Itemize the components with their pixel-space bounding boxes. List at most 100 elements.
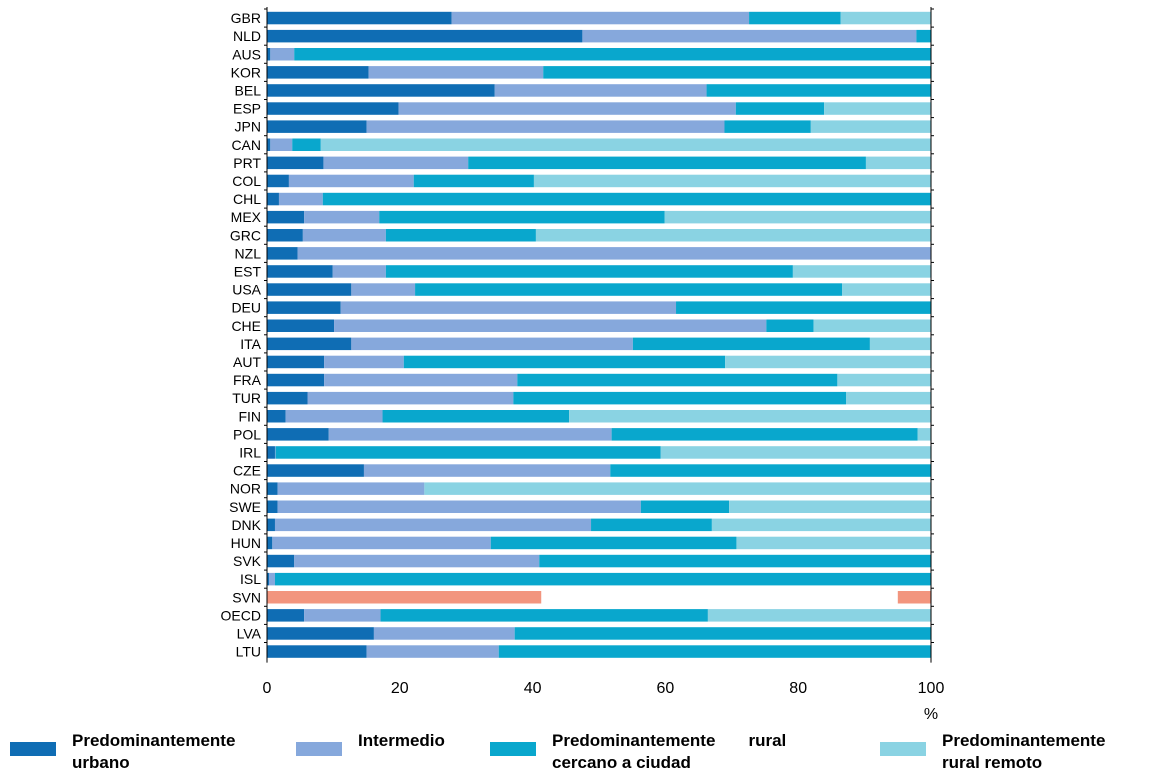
bar-aus-series-1 (270, 48, 295, 61)
legend-label-rural-remoto: Predominantemente rural remoto (942, 731, 1106, 772)
bar-fin-series-2 (382, 410, 570, 423)
bar-lva-series-0 (267, 627, 374, 640)
legend-item-intermedio: Intermedio (296, 730, 445, 756)
bar-isl-series-1 (268, 572, 275, 586)
bar-chl-series-0 (267, 192, 279, 206)
bar-est-series-2 (385, 265, 793, 278)
category-label-usa: USA (232, 282, 261, 298)
bar-esp-series-1 (398, 102, 736, 115)
bar-jpn-series-0 (267, 120, 367, 133)
bar-gbr-series-1 (451, 11, 750, 25)
category-label-deu: DEU (231, 300, 261, 316)
bar-fra-series-2 (517, 373, 838, 387)
bar-usa-series-2 (415, 283, 843, 296)
bar-gbr-series-3 (840, 11, 931, 25)
bar-col-series-1 (288, 174, 414, 188)
category-label-esp: ESP (233, 101, 261, 117)
bar-fra-series-3 (837, 373, 931, 387)
legend-swatch-rural-cercano (490, 742, 536, 756)
bar-jpn-series-2 (724, 120, 811, 133)
category-label-nzl: NZL (235, 245, 262, 261)
bar-esp-series-2 (735, 102, 825, 115)
legend-item-rural-cercano: Predominantemente rural cercano a ciudad (490, 730, 786, 774)
bar-aut-series-0 (267, 355, 325, 369)
bar-tur-series-1 (307, 391, 514, 405)
category-label-mex: MEX (231, 209, 262, 225)
category-label-cze: CZE (233, 463, 261, 479)
bar-ita-series-1 (351, 337, 633, 351)
bar-aus-series-0 (267, 48, 271, 61)
bar-nld-series-1 (582, 29, 917, 43)
bar-che-series-0 (267, 319, 335, 332)
bar-dnk-series-1 (274, 518, 592, 532)
bar-grc-series-2 (385, 229, 536, 242)
bar-ita-series-0 (267, 337, 352, 351)
bar-jpn-series-3 (810, 120, 931, 133)
category-label-est: EST (234, 263, 262, 279)
bar-irl-series-3 (660, 446, 931, 459)
category-label-grc: GRC (230, 227, 261, 243)
legend-label-urbano: Predominantemente urbano (72, 731, 236, 772)
stacked-bar-chart: GBR NLD AUS KOR BEL ESP JPN CAN PRT COL CHL MEX GRC N… (221, 7, 944, 723)
bar-deu-series-1 (340, 301, 677, 314)
bar-isl-series-2 (274, 572, 931, 586)
legend-swatch-rural-remoto (880, 742, 926, 756)
bar-esp-series-0 (267, 102, 399, 115)
bar-svn-highlight-0 (267, 591, 542, 604)
bar-oecd-series-2 (380, 609, 708, 622)
x-axis-label: % (924, 706, 938, 723)
bar-kor-series-0 (267, 66, 369, 79)
category-label-aut: AUT (233, 354, 261, 370)
bar-isl-series-0 (267, 572, 269, 586)
category-label-swe: SWE (229, 499, 261, 515)
category-label-lva: LVA (237, 625, 262, 641)
bar-fin-series-0 (267, 410, 286, 423)
category-label-bel: BEL (235, 82, 262, 98)
bar-swe-series-2 (640, 500, 730, 513)
bar-kor-series-2 (543, 66, 931, 79)
bar-cze-series-2 (610, 464, 931, 477)
bar-svk-series-2 (539, 554, 931, 568)
bar-dnk-series-2 (591, 518, 712, 532)
bar-prt-series-3 (865, 156, 931, 170)
bar-gbr-series-0 (267, 11, 452, 25)
bar-che-series-2 (766, 319, 814, 332)
bar-est-series-1 (332, 265, 386, 278)
bar-bel-series-2 (706, 84, 931, 97)
bar-che-series-3 (813, 319, 931, 332)
bar-svn-highlight-1 (897, 591, 931, 604)
bar-swe-series-3 (729, 500, 931, 513)
bar-nor-series-0 (267, 482, 278, 495)
bar-col-series-3 (533, 174, 931, 188)
bar-grc-series-0 (267, 229, 303, 242)
bar-dnk-series-0 (267, 518, 275, 532)
x-tick-label-0: 0 (263, 680, 272, 697)
category-label-che: CHE (231, 318, 261, 334)
bar-swe-series-1 (277, 500, 641, 513)
bar-can-series-2 (292, 138, 321, 151)
bar-tur-series-3 (846, 391, 931, 405)
bar-can-series-1 (270, 138, 293, 151)
bar-bel-series-0 (267, 84, 495, 97)
bar-pol-series-1 (328, 428, 612, 441)
bar-nor-series-1 (277, 482, 425, 495)
bar-mex-series-2 (379, 210, 665, 224)
bar-pol-series-3 (917, 428, 931, 441)
bar-tur-series-2 (513, 391, 847, 405)
legend-label-rural-cercano: Predominantemente rural cercano a ciudad (552, 731, 787, 772)
category-label-pol: POL (233, 426, 261, 442)
bar-fra-series-1 (324, 373, 518, 387)
bar-mex-series-0 (267, 210, 305, 224)
x-tick-label-20: 20 (391, 680, 409, 697)
bar-ltu-series-2 (498, 645, 931, 658)
category-label-nld: NLD (233, 28, 261, 44)
bar-nzl-series-0 (267, 247, 298, 260)
bar-aut-series-1 (324, 355, 404, 369)
x-tick-label-60: 60 (657, 680, 675, 697)
bar-deu-series-0 (267, 301, 341, 314)
category-label-ltu: LTU (236, 644, 261, 660)
bar-aut-series-3 (725, 355, 931, 369)
category-label-oecd: OECD (221, 607, 261, 623)
bar-nld-series-0 (267, 29, 583, 43)
category-label-jpn: JPN (235, 119, 261, 135)
